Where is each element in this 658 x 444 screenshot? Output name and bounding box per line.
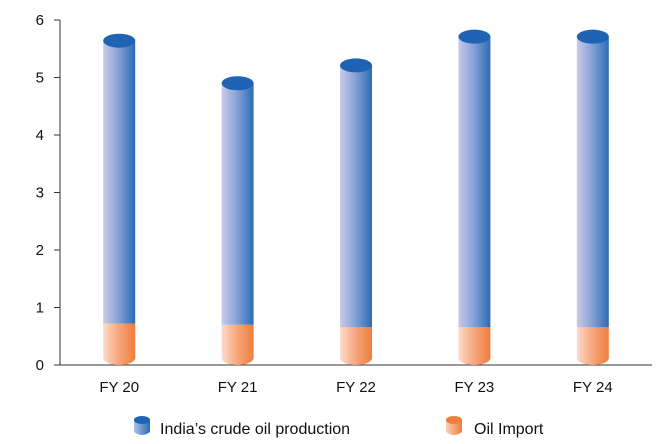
y-tick-label: 3 <box>36 185 44 202</box>
y-tick-label: 4 <box>36 127 44 144</box>
x-tick-label: FY 24 <box>573 379 613 396</box>
y-tick-label: 2 <box>36 242 44 259</box>
legend-item-import: Oil Import <box>446 416 544 438</box>
legend-label-production: India’s crude oil production <box>160 421 350 438</box>
legend-swatch-production <box>134 416 150 435</box>
x-tick-label: FY 22 <box>336 379 376 396</box>
y-axis-ticks: 0 1 2 3 4 5 6 <box>36 12 60 374</box>
bars-layer <box>103 29 609 366</box>
bar-top-cap <box>103 33 136 48</box>
bar-crude-production <box>221 83 254 325</box>
x-tick-label: FY 23 <box>455 379 495 396</box>
legend-item-production: India’s crude oil production <box>134 416 350 438</box>
x-tick-label: FY 21 <box>218 379 258 396</box>
bar-crude-production <box>576 36 609 328</box>
bar-oil-import <box>576 327 609 366</box>
y-tick-label: 5 <box>36 70 44 87</box>
bar-group <box>103 33 136 366</box>
y-tick-label: 0 <box>36 357 44 374</box>
bar-oil-import <box>221 324 254 366</box>
bar-group <box>221 76 254 366</box>
bar-top-cap <box>458 29 491 44</box>
legend-swatch-import <box>446 416 462 435</box>
bar-group <box>340 58 372 365</box>
bar-top-cap <box>221 76 254 91</box>
bar-oil-import <box>340 327 372 365</box>
y-tick-label: 1 <box>36 300 44 317</box>
x-tick-label: FY 20 <box>99 379 139 396</box>
bar-top-cap <box>576 29 609 44</box>
y-tick-label: 6 <box>36 12 44 29</box>
bar-oil-import <box>458 327 491 366</box>
legend-label-import: Oil Import <box>474 421 544 438</box>
bar-top-cap <box>340 58 372 73</box>
bar-crude-production <box>340 65 372 328</box>
bar-crude-production <box>103 40 136 324</box>
bar-crude-production <box>458 36 491 328</box>
bar-oil-import <box>103 323 136 366</box>
legend: India’s crude oil production Oil Import <box>134 416 544 438</box>
bar-group <box>576 29 609 366</box>
bar-group <box>458 29 491 366</box>
x-axis-labels: FY 20 FY 21 FY 22 FY 23 FY 24 <box>99 379 612 396</box>
